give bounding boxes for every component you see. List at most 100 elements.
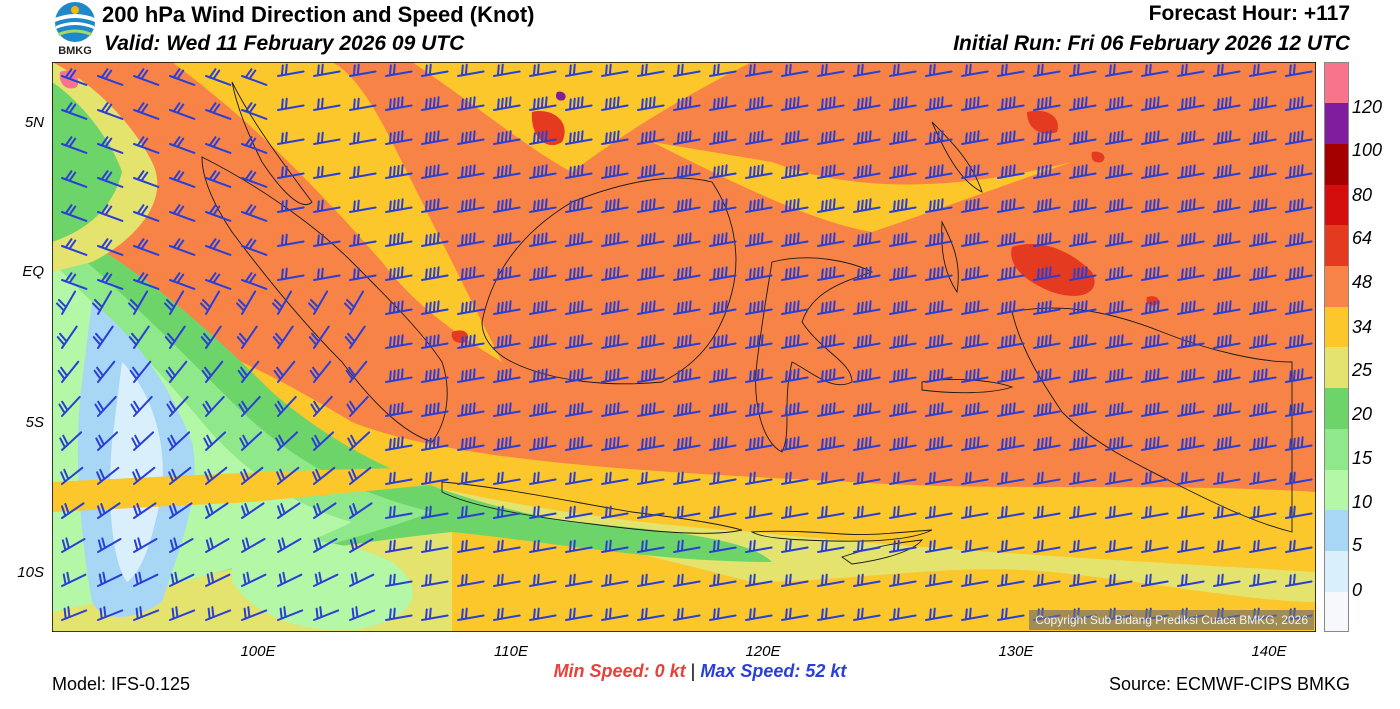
wind-barb [457,539,485,553]
wind-barb [205,136,232,154]
wind-barb [457,300,485,315]
model-name: Model: IFS-0.125 [52,674,191,694]
wind-barb [781,436,809,451]
wind-barb [127,290,149,315]
island-coastline [921,379,1014,394]
wind-barb [853,436,881,451]
wind-barb [853,232,881,247]
wind-barb [241,272,268,290]
wind-barb [202,395,225,417]
wind-barb [277,571,303,587]
wind-barb [385,266,413,281]
wind-barb [1033,368,1061,383]
wind-barb [637,130,665,145]
wind-barb [205,571,231,587]
wind-barb [132,466,156,485]
wind-barb [889,539,917,553]
wind-barb [92,325,114,349]
wind-barb [277,165,305,179]
wind-barb [709,573,737,587]
wind-barb [673,539,701,553]
wind-barb [853,368,881,383]
island-coastline [755,257,874,453]
wind-barb [781,63,809,77]
wind-barb [1213,505,1241,519]
wind-barb [241,102,268,120]
wind-barb [673,232,701,247]
colorbar-frame [1324,62,1349,632]
wind-barb [565,96,593,111]
wind-barb [277,63,305,77]
wind-barb [1285,266,1313,281]
wind-barb [853,471,881,485]
wind-barb [349,63,377,77]
wind-barb [745,368,773,383]
wind-barb [745,436,773,451]
wind-barb [709,402,737,417]
wind-barb [313,165,341,179]
speed-separator: | [690,661,696,681]
wind-barb [853,300,881,315]
wind-barb [889,334,917,349]
wind-barb [853,607,881,621]
lat-label-5s: 5S [25,414,44,431]
wind-barb [709,164,737,179]
wind-barb [133,170,160,188]
wind-barb [1033,573,1061,587]
wind-barb [637,402,665,417]
wind-barb [997,300,1025,315]
wind-barb [1249,63,1277,77]
wind-barb [961,402,989,417]
wind-barb [529,130,557,145]
wind-barb [637,368,665,383]
wind-barb [349,165,377,179]
wind-barb [169,102,196,120]
wind-barb [853,402,881,417]
wind-barb [133,502,157,519]
speed-summary: Min Speed: 0 kt | Max Speed: 52 kt [0,661,1400,682]
wind-barb [745,505,773,519]
wind-barb [853,130,881,145]
wind-barb [239,431,263,451]
wind-barb [1141,232,1169,247]
wind-barb [925,607,953,621]
wind-barb [745,402,773,417]
wind-barb [601,368,629,383]
wind-barb [529,607,557,621]
wind-barb [165,360,188,383]
wind-barb [781,573,809,587]
wind-barb [457,436,485,451]
wind-barb [529,505,557,519]
colorbar-swatch [1324,469,1349,511]
wind-barb [1069,573,1097,587]
wind-barb [1213,232,1241,247]
wind-barb [961,63,989,77]
wind-barb [130,395,153,417]
wind-barb [169,571,195,587]
wind-barb [236,325,258,349]
wind-barb [457,505,485,519]
wind-barb [1069,334,1097,349]
wind-barb [1249,471,1277,485]
wind-barb [349,537,374,553]
wind-barb [385,130,413,145]
lon-label-110e: 110E [494,643,528,660]
colorbar-label-64: 64 [1352,228,1373,248]
wind-barb [1069,130,1097,145]
wind-barb [1177,266,1205,281]
wind-barb [1213,471,1241,485]
wind-barb [997,505,1025,519]
wind-barb [128,325,150,349]
wind-barb [349,267,377,281]
wind-barb [1285,300,1313,315]
wind-barb [457,368,485,383]
wind-barb [673,130,701,145]
wind-barb [961,96,989,111]
wind-barb [781,266,809,281]
wind-barb [1213,573,1241,587]
wind-barb [601,198,629,213]
wind-barb [55,290,77,315]
wind-barb [1105,436,1133,451]
speed-band [1091,151,1105,163]
colorbar-label-10: 10 [1352,492,1373,512]
